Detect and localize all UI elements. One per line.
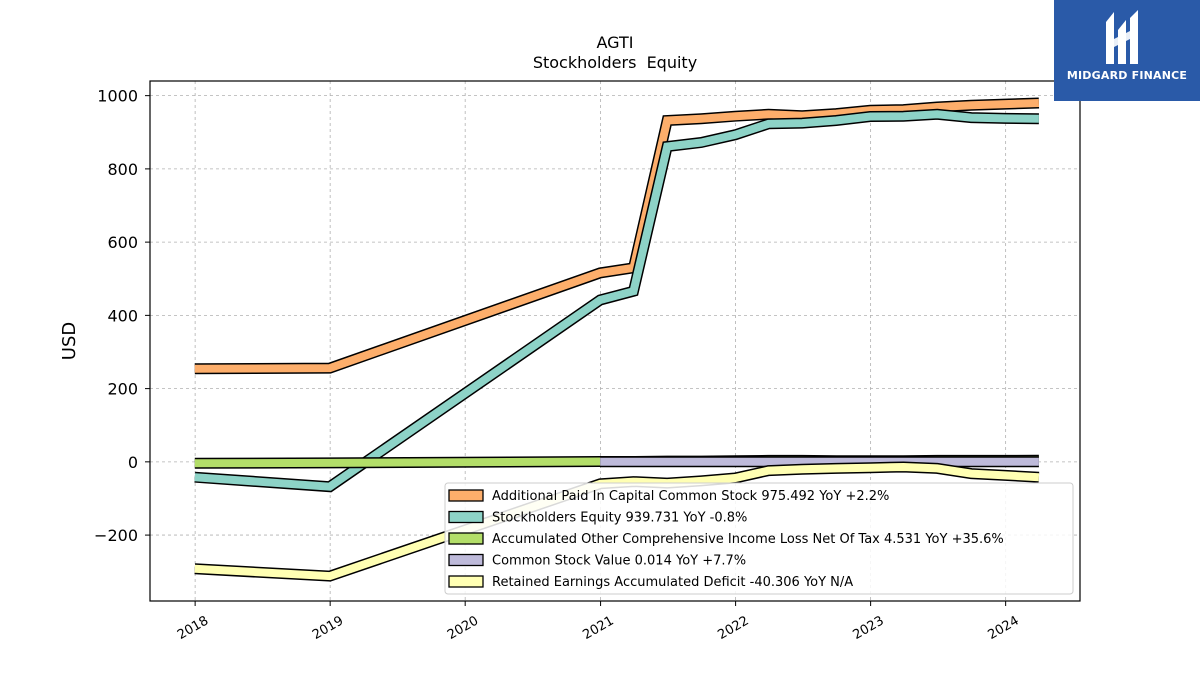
- chart-subtitle: Stockholders Equity: [533, 53, 697, 72]
- series-1: [194, 108, 1039, 493]
- y-axis-label: USD: [59, 322, 80, 360]
- legend-entry-label: Stockholders Equity 939.731 YoY -0.8%: [492, 511, 747, 526]
- y-tick-label: 200: [107, 380, 138, 399]
- legend-swatch: [448, 532, 484, 545]
- x-tick-label: 2021: [580, 613, 616, 643]
- series-line: [194, 99, 1040, 373]
- series-0: [194, 97, 1040, 375]
- y-tick-label: 0: [128, 453, 138, 472]
- legend-entry-label: Accumulated Other Comprehensive Income L…: [492, 532, 1004, 547]
- x-tick-label: 2019: [310, 613, 346, 643]
- y-axis-ticks: −200 0 200 400 600 800 1000: [94, 87, 150, 545]
- x-tick-label: 2022: [715, 613, 751, 643]
- legend: Additional Paid In Capital Common Stock …: [444, 482, 1074, 595]
- x-tick-label: 2018: [175, 613, 211, 643]
- brand-logo: MIDGARD FINANCE: [1054, 0, 1200, 101]
- legend-swatch: [448, 510, 484, 524]
- y-tick-label: 400: [107, 306, 138, 325]
- brand-name: MIDGARD FINANCE: [1066, 69, 1188, 82]
- y-tick-label: −200: [94, 526, 138, 545]
- brand-mark-icon: [1106, 10, 1138, 64]
- legend-entry-label: Additional Paid In Capital Common Stock …: [492, 489, 889, 504]
- legend-entry-label: Retained Earnings Accumulated Deficit -4…: [492, 575, 853, 590]
- y-tick-label: 600: [107, 233, 138, 252]
- y-tick-label: 1000: [97, 87, 138, 106]
- legend-swatch: [448, 553, 484, 567]
- x-tick-label: 2020: [445, 613, 481, 643]
- x-tick-label: 2023: [850, 613, 886, 643]
- series-outline: [194, 108, 1039, 493]
- series-outline: [194, 97, 1040, 375]
- y-tick-label: 800: [107, 160, 138, 179]
- plot-frame: [149, 80, 1081, 602]
- series-layer: [194, 97, 1040, 582]
- x-tick-label: 2024: [985, 613, 1021, 643]
- legend-swatch: [448, 575, 484, 588]
- series-line: [194, 110, 1039, 491]
- legend-entry-label: Common Stock Value 0.014 YoY +7.7%: [492, 554, 746, 569]
- chart-title: AGTI: [597, 33, 634, 52]
- legend-box: [444, 482, 1074, 595]
- legend-swatch: [448, 489, 484, 502]
- x-axis-ticks: 2018 2019 2020 2021 2022 2023 2024: [175, 601, 1022, 643]
